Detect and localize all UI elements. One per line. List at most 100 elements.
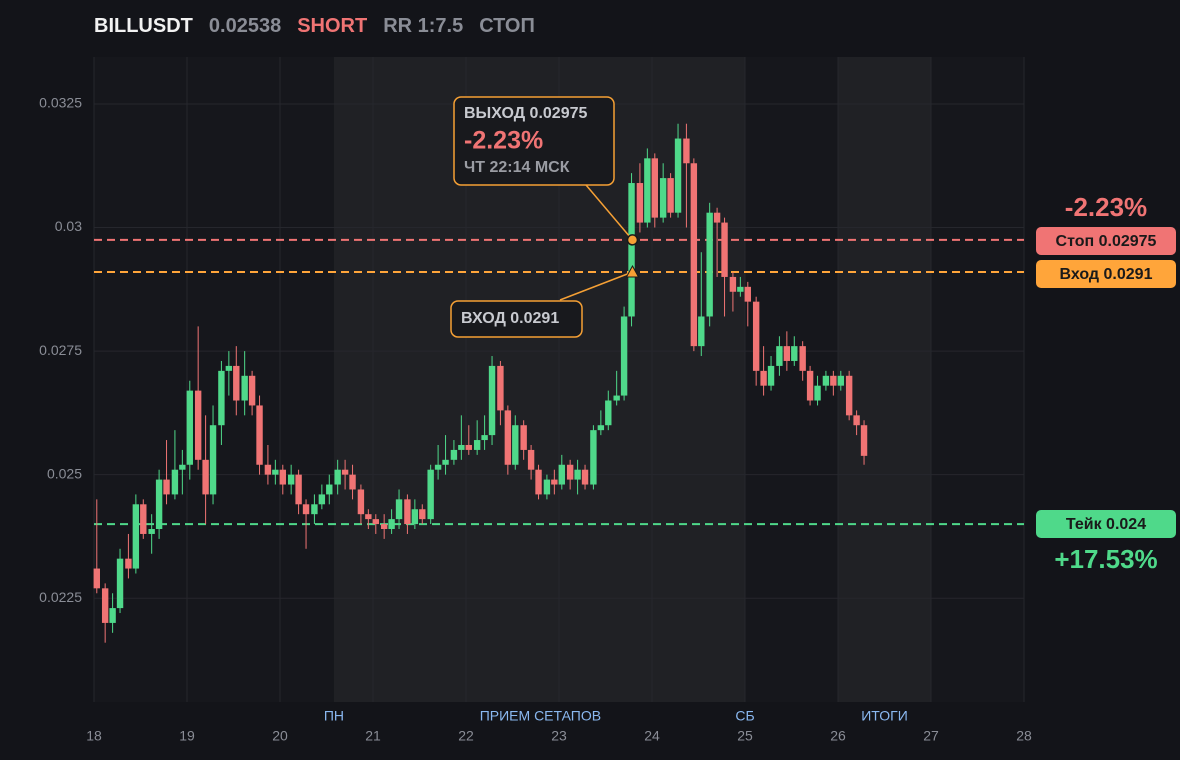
candle-body <box>535 469 542 495</box>
candle-body <box>853 415 860 426</box>
header: BILLUSDT 0.02538 SHORT RR 1:7.5 СТОП <box>94 15 535 38</box>
candle-body <box>752 301 760 371</box>
candle-body <box>791 346 798 361</box>
candle-body <box>311 504 318 515</box>
candle-body <box>427 469 434 520</box>
x-tick-label: 26 <box>830 728 846 744</box>
candle-body <box>860 425 868 456</box>
candle-body <box>744 286 751 302</box>
candle-body <box>179 464 186 470</box>
candle-body <box>667 178 674 213</box>
candle-body <box>272 469 279 475</box>
side: SHORT <box>297 15 368 37</box>
candle-body <box>520 425 527 450</box>
candle-body <box>380 524 388 530</box>
candle-body <box>799 346 806 371</box>
status: СТОП <box>479 15 535 37</box>
candle-body <box>411 509 419 525</box>
candle-body <box>279 469 286 485</box>
candle-body <box>116 558 124 609</box>
entry-title: ВХОД 0.0291 <box>461 310 559 327</box>
candle-body <box>186 390 193 465</box>
rr: RR 1:7.5 <box>383 15 464 37</box>
candle-body <box>776 346 783 366</box>
candle-body <box>683 138 690 164</box>
candle-body <box>674 138 682 213</box>
candle-body <box>404 499 411 525</box>
candle-body <box>287 474 295 485</box>
level-percent: +17.53% <box>1054 544 1157 574</box>
level-box <box>1036 260 1176 288</box>
candle-body <box>822 375 830 386</box>
candle-body <box>636 183 644 223</box>
candle-body <box>171 469 179 495</box>
candle-body <box>729 276 737 292</box>
candle-body <box>450 449 458 460</box>
y-tick-label: 0.03 <box>55 218 82 234</box>
x-tick-label: 20 <box>272 728 288 744</box>
candle-body <box>326 484 333 495</box>
candle-body <box>434 464 442 470</box>
candle-body <box>581 469 589 485</box>
candle-body <box>341 469 349 475</box>
candle-body <box>527 449 535 470</box>
candle-body <box>590 430 597 485</box>
candle-body <box>163 479 170 495</box>
candle-body <box>194 390 202 460</box>
y-tick-label: 0.0225 <box>39 589 82 605</box>
x-tick-label: 22 <box>458 728 474 744</box>
candle-body <box>295 474 302 505</box>
candle-body <box>465 444 472 450</box>
candle-body <box>125 558 132 569</box>
candle-body <box>806 370 814 401</box>
candle-body <box>357 489 365 515</box>
candle-body <box>721 222 728 277</box>
level-percent: -2.23% <box>1065 192 1147 222</box>
candle-body <box>512 425 519 465</box>
x-tick-label: 25 <box>737 728 753 744</box>
y-tick-label: 0.0325 <box>39 95 82 111</box>
candle-body <box>473 440 481 450</box>
candle-body <box>334 469 341 485</box>
candle-body <box>698 316 705 347</box>
candle-body <box>248 375 256 406</box>
candle-body <box>574 469 581 480</box>
level-box <box>1036 227 1176 255</box>
candle-body <box>318 494 326 505</box>
exit-result: -2.23% <box>464 127 543 155</box>
candle-body <box>628 183 635 317</box>
x-tick-label: 19 <box>179 728 195 744</box>
candle-body <box>481 435 488 441</box>
candle-body <box>395 499 403 520</box>
candle-body <box>419 509 426 520</box>
price: 0.02538 <box>208 15 282 37</box>
session-label: ПН <box>324 708 344 724</box>
shaded-range <box>838 57 931 702</box>
level-box <box>1036 510 1176 538</box>
candle-body <box>372 519 379 525</box>
y-tick-label: 0.0275 <box>39 342 82 358</box>
candle-body <box>388 519 395 530</box>
candle-body <box>101 588 109 623</box>
candle-body <box>830 375 837 386</box>
exit-time: ЧТ 22:14 МСК <box>464 159 570 176</box>
candle-body <box>543 479 551 495</box>
callout-connector <box>559 271 633 301</box>
session-label: ПРИЕМ СЕТАПОВ <box>480 708 601 724</box>
candle-body <box>209 425 217 495</box>
x-tick-label: 18 <box>86 728 102 744</box>
candle-body <box>349 474 356 490</box>
exit-marker <box>626 234 639 246</box>
x-tick-label: 28 <box>1016 728 1032 744</box>
level-label: Тейк 0.024 <box>1066 516 1146 533</box>
candle-body <box>458 444 465 450</box>
exit-callout-box <box>453 96 615 186</box>
candle-body <box>566 464 574 480</box>
candle-body <box>225 365 233 371</box>
callout-connector <box>585 184 634 241</box>
y-tick-label: 0.025 <box>47 465 82 481</box>
candle-body <box>264 464 272 475</box>
candle-body <box>558 464 565 485</box>
candle-body <box>132 504 140 569</box>
